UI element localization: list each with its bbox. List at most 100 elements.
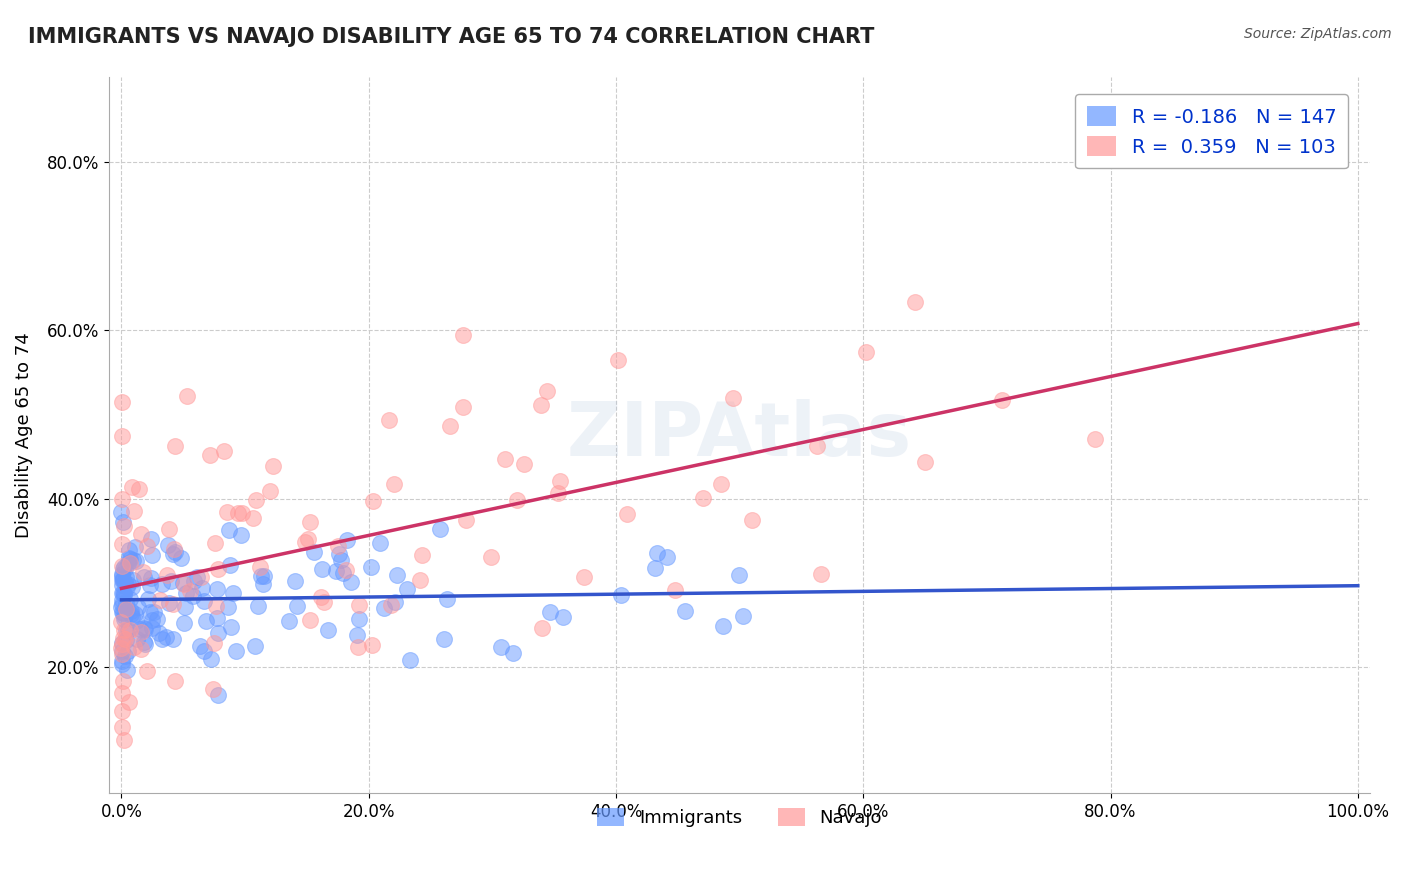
Point [111, 607, 134, 621]
Point [225, 643, 247, 657]
Text: IMMIGRANTS VS NAVAJO DISABILITY AGE 65 TO 74 CORRELATION CHART: IMMIGRANTS VS NAVAJO DISABILITY AGE 65 T… [28, 27, 875, 46]
Point [432, 632, 454, 646]
Point [162, 547, 184, 561]
Point [436, 591, 458, 606]
Point [200, 651, 222, 665]
Point [340, 575, 363, 590]
Point [285, 599, 308, 613]
Point [112, 587, 135, 601]
Point [513, 457, 536, 471]
Point [572, 570, 595, 584]
Point [117, 624, 139, 638]
Point [112, 612, 135, 626]
Point [114, 562, 136, 576]
Point [207, 562, 229, 576]
Point [118, 543, 141, 558]
Point [212, 444, 235, 458]
Point [111, 647, 134, 661]
Point [179, 584, 201, 599]
Point [111, 597, 134, 611]
Point [110, 641, 132, 656]
Point [114, 632, 136, 647]
Point [110, 644, 132, 658]
Point [733, 608, 755, 623]
Point [298, 613, 321, 627]
Point [262, 458, 284, 473]
Point [294, 535, 316, 549]
Point [326, 539, 349, 553]
Point [664, 582, 686, 597]
Point [172, 576, 194, 591]
Point [810, 567, 832, 582]
Point [112, 560, 135, 574]
Point [655, 550, 678, 565]
Point [193, 644, 215, 658]
Point [314, 595, 336, 609]
Point [110, 654, 132, 668]
Point [205, 582, 228, 596]
Point [373, 600, 395, 615]
Point [110, 505, 132, 519]
Point [118, 552, 141, 566]
Point [429, 522, 451, 536]
Point [219, 558, 242, 573]
Point [157, 596, 180, 610]
Point [727, 568, 749, 582]
Point [165, 439, 187, 453]
Point [536, 384, 558, 398]
Point [222, 585, 245, 599]
Point [115, 633, 138, 648]
Point [131, 526, 153, 541]
Point [347, 612, 370, 626]
Point [253, 569, 276, 583]
Point [148, 626, 170, 640]
Point [159, 522, 181, 536]
Point [129, 642, 152, 657]
Point [194, 614, 217, 628]
Point [125, 554, 148, 568]
Point [111, 572, 134, 586]
Legend: Immigrants, Navajo: Immigrants, Navajo [591, 801, 889, 834]
Point [368, 535, 391, 549]
Point [111, 636, 134, 650]
Point [112, 519, 135, 533]
Point [183, 574, 205, 588]
Point [111, 573, 134, 587]
Point [645, 546, 668, 560]
Point [692, 491, 714, 505]
Point [721, 392, 744, 406]
Point [115, 602, 138, 616]
Point [114, 575, 136, 590]
Point [111, 593, 134, 607]
Point [191, 581, 214, 595]
Point [226, 506, 249, 520]
Point [111, 562, 134, 576]
Point [710, 476, 733, 491]
Point [141, 548, 163, 562]
Point [118, 551, 141, 566]
Point [165, 674, 187, 689]
Point [124, 540, 146, 554]
Point [530, 398, 553, 412]
Point [131, 625, 153, 640]
Point [111, 720, 134, 734]
Point [378, 412, 401, 426]
Point [914, 455, 936, 469]
Point [111, 558, 134, 573]
Point [711, 619, 734, 633]
Point [118, 695, 141, 709]
Point [110, 566, 132, 581]
Point [411, 549, 433, 563]
Point [207, 688, 229, 702]
Point [607, 352, 630, 367]
Point [205, 599, 228, 614]
Point [127, 599, 149, 614]
Point [741, 513, 763, 527]
Point [335, 563, 357, 577]
Point [219, 620, 242, 634]
Point [384, 595, 406, 609]
Point [110, 585, 132, 599]
Point [259, 484, 281, 499]
Point [193, 593, 215, 607]
Point [176, 389, 198, 403]
